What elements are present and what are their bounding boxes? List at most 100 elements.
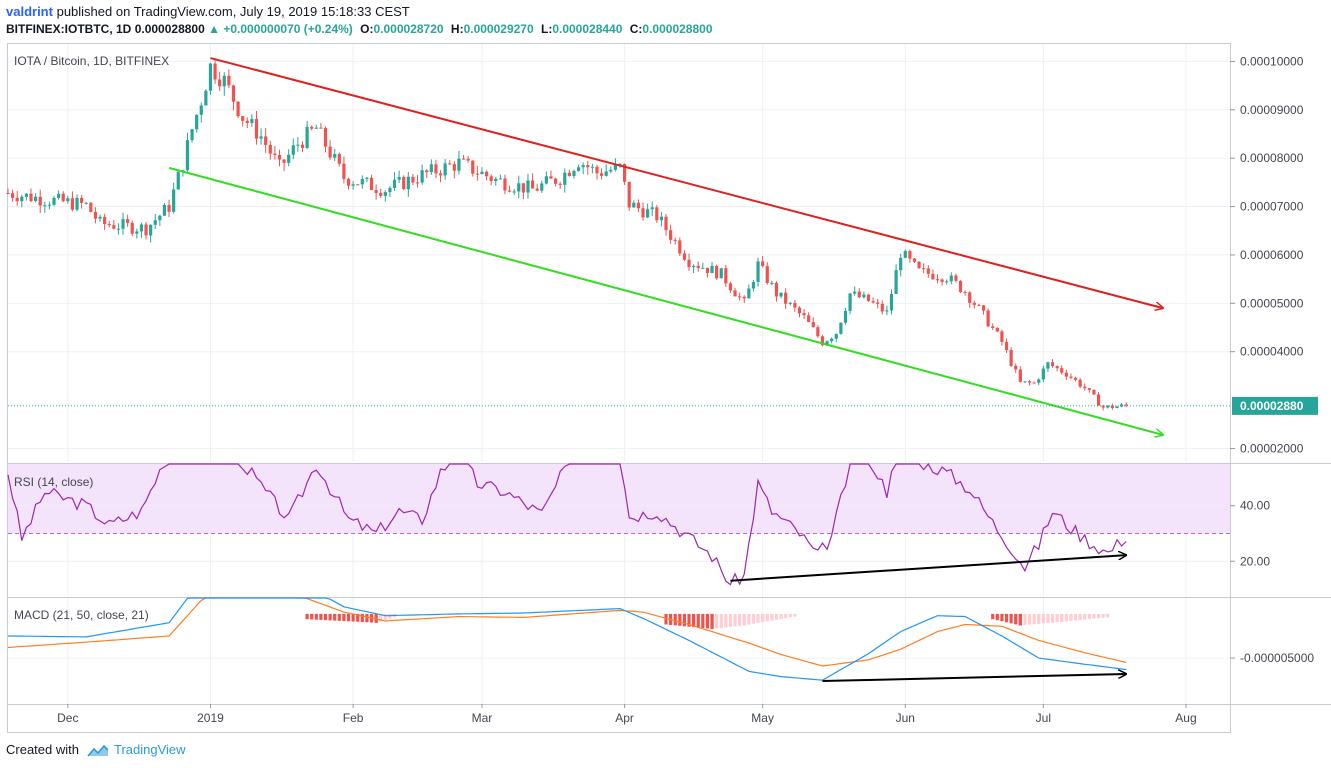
macd-histogram-bar	[673, 613, 677, 626]
candle-up	[443, 163, 447, 176]
candle-up	[788, 302, 792, 304]
change-up-icon: ▲	[208, 22, 220, 36]
candle-down	[254, 119, 259, 139]
candle-up	[646, 209, 650, 218]
candle-down	[1096, 394, 1101, 406]
candle-up	[899, 257, 903, 271]
time-tick-label: Apr	[615, 711, 634, 725]
candle-down	[784, 292, 788, 304]
candle-up	[457, 158, 461, 171]
macd-histogram-bar	[388, 613, 392, 619]
candle-up	[604, 171, 608, 176]
time-tick-label: Aug	[1175, 711, 1196, 725]
candle-down	[1101, 405, 1105, 408]
candle-down	[1078, 379, 1082, 387]
candle-down	[816, 327, 820, 337]
candle-down	[876, 302, 880, 304]
chart-canvas[interactable]: 0.00010000 0.00009000 0.00008000 0.00007000…	[0, 0, 1331, 740]
candle-down	[227, 75, 231, 86]
candle-up	[333, 154, 337, 158]
macd-histogram-bar	[705, 613, 710, 629]
candle-down	[995, 327, 999, 332]
candle-down	[599, 173, 604, 176]
candle-down	[323, 127, 328, 147]
macd-histogram-bar	[1027, 613, 1032, 625]
candle-up	[889, 294, 894, 311]
macd-histogram-bar	[765, 613, 769, 622]
candle-up	[692, 265, 696, 268]
candle-down	[991, 326, 995, 328]
candle-down	[715, 265, 719, 279]
candle-down	[1004, 341, 1009, 351]
candle-down	[507, 190, 512, 192]
candle-down	[1064, 372, 1068, 377]
price-tick-label: 0.00006000	[1240, 248, 1304, 262]
macd-histogram-bar	[342, 613, 346, 622]
candle-down	[415, 182, 420, 184]
macd-histogram-bar	[1096, 613, 1101, 619]
candle-down	[484, 171, 489, 177]
candle-down	[1027, 381, 1032, 383]
macd-histogram-bar	[1000, 613, 1004, 622]
candle-down	[1124, 404, 1128, 406]
close-label: C:	[629, 22, 643, 36]
candle-down	[356, 184, 360, 186]
candle-up	[830, 338, 834, 342]
macd-histogram-bar	[1087, 613, 1091, 620]
macd-histogram-bar	[692, 613, 696, 628]
candle-down	[586, 165, 590, 168]
candle-down	[374, 190, 378, 193]
candle-up	[172, 189, 176, 212]
macd-histogram-bar	[379, 613, 383, 622]
candle-down	[687, 259, 691, 268]
time-tick-label: Feb	[343, 711, 364, 725]
candle-up	[517, 183, 521, 192]
candle-down	[1032, 382, 1036, 384]
candle-down	[29, 193, 33, 202]
candle-up	[613, 164, 617, 170]
candle-down	[93, 211, 98, 219]
macd-histogram-bar	[793, 613, 797, 617]
candle-down	[669, 230, 673, 240]
candle-down	[871, 301, 875, 303]
candle-up	[825, 341, 829, 346]
candle-up	[429, 164, 433, 173]
candle-down	[765, 266, 769, 284]
candle-down	[61, 193, 65, 202]
candle-down	[342, 163, 346, 179]
candle-up	[397, 176, 401, 180]
candle-down	[1083, 386, 1087, 389]
macd-histogram-bar	[319, 613, 323, 620]
candle-down	[931, 273, 935, 280]
time-tick-label: 2019	[197, 711, 224, 725]
macd-pane-title: MACD (21, 50, close, 21)	[14, 608, 149, 622]
candle-down	[80, 197, 84, 203]
open-value: 0.000028720	[373, 22, 444, 36]
candle-up	[719, 268, 723, 279]
candle-down	[126, 219, 130, 223]
candle-up	[544, 176, 548, 184]
candle-down	[264, 136, 268, 146]
candle-down	[682, 253, 687, 260]
candle-up	[176, 172, 180, 190]
candle-down	[379, 192, 383, 196]
author-name[interactable]: valdrint	[6, 4, 53, 19]
candle-down	[241, 116, 245, 121]
tradingview-brand[interactable]: TradingView	[114, 742, 186, 757]
macd-histogram-bar	[687, 613, 691, 627]
candle-down	[337, 154, 341, 164]
macd-histogram-bar	[374, 613, 378, 623]
candle-down	[300, 144, 305, 148]
macd-histogram-bar	[351, 613, 355, 622]
candle-up	[834, 333, 838, 339]
candle-up	[563, 172, 567, 185]
candle-down	[926, 268, 930, 274]
rsi-pane-title: RSI (14, close)	[14, 475, 93, 489]
candle-up	[751, 281, 756, 289]
macd-histogram-bar	[1055, 613, 1059, 623]
candle-down	[107, 224, 111, 226]
candle-up	[47, 204, 52, 206]
candle-down	[471, 160, 475, 174]
price-tick-label: 0.00002000	[1240, 441, 1304, 455]
symbol-bar: BITFINEX:IOTBTC, 1D 0.000028800 ▲ +0.000…	[6, 22, 713, 36]
